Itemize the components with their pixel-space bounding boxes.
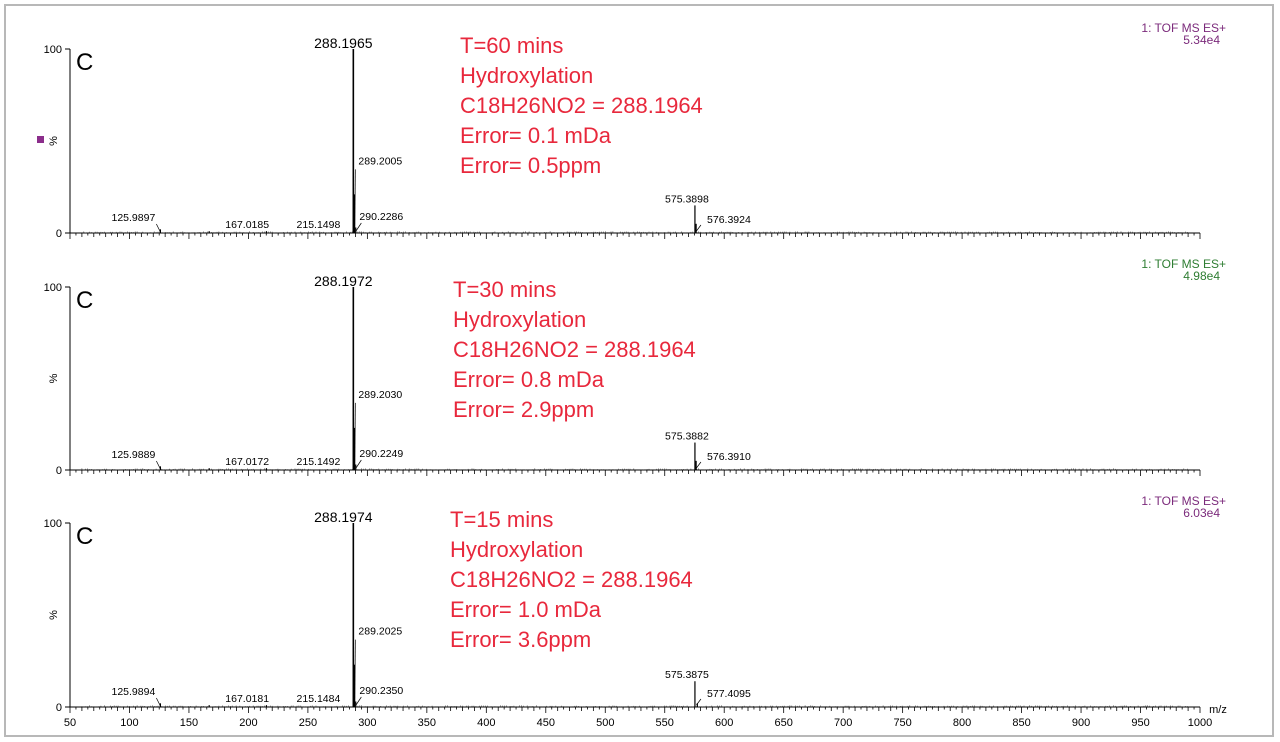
x-axis-label: m/z (1209, 704, 1227, 716)
x-tick-label: 750 (893, 717, 911, 729)
peak-label-major: 288.1974 (314, 509, 373, 525)
peak-label-major: 288.1965 (314, 35, 373, 51)
instrument-label: 1: TOF MS ES+ (1141, 494, 1226, 508)
x-tick-label: 150 (180, 717, 198, 729)
peak-label: 575.3882 (665, 431, 709, 443)
spectra-frame: 0 100% C 1: TOF MS ES+ 5.34e4 125.9897 167.018… (4, 4, 1274, 737)
peak-label: 575.3875 (665, 669, 709, 681)
x-tick-label: 650 (775, 717, 793, 729)
annotation-line: Error= 0.1 mDa (460, 123, 612, 148)
x-tick-label: 300 (358, 717, 376, 729)
label-leader (355, 696, 362, 707)
peak-label: 575.3898 (665, 193, 709, 205)
peak-label: 167.0185 (225, 219, 269, 231)
peak-label: 215.1492 (297, 456, 341, 468)
label-leader (696, 698, 702, 706)
peak-label: 576.3924 (707, 214, 751, 226)
x-tick-label: 100 (120, 717, 138, 729)
annotation-line: C18H26NO2 = 288.1964 (450, 567, 693, 592)
baseline-noise (81, 705, 1188, 707)
label-leader (156, 460, 161, 470)
peak-label: 215.1498 (297, 219, 341, 231)
peak-label: 167.0181 (225, 693, 269, 705)
intensity-label: 4.98e4 (1183, 269, 1220, 283)
y-tick-label: 100 (44, 518, 62, 530)
peak-label: 290.2249 (359, 448, 403, 460)
annotation-line: C18H26NO2 = 288.1964 (453, 337, 696, 362)
label-leader (156, 697, 161, 707)
instrument-label: 1: TOF MS ES+ (1141, 257, 1226, 271)
label-leader (355, 222, 362, 233)
panel-letter: C (76, 49, 93, 76)
y-tick-label: 100 (44, 44, 62, 56)
x-tick-label: 200 (239, 717, 257, 729)
annotation-line: Error= 1.0 mDa (450, 597, 602, 622)
peak-label: 125.9897 (111, 212, 155, 224)
x-tick-label: 500 (596, 717, 614, 729)
y-axis-label: % (48, 610, 60, 620)
x-tick-label: 600 (715, 717, 733, 729)
annotation-line: T=30 mins (453, 277, 556, 302)
intensity-label: 5.34e4 (1183, 33, 1220, 47)
y-tick-label: 0 (56, 702, 62, 714)
peak-label: 125.9894 (111, 686, 155, 698)
annotation-line: Error= 2.9ppm (453, 397, 594, 422)
panel-letter: C (76, 287, 93, 314)
peak-label: 290.2286 (359, 211, 403, 223)
x-tick-label: 400 (477, 717, 495, 729)
peak-label: 290.2350 (359, 685, 403, 697)
label-leader (696, 224, 702, 232)
peak-label-major: 288.1972 (314, 273, 373, 289)
x-tick-label: 350 (418, 717, 436, 729)
x-tick-label: 950 (1131, 717, 1149, 729)
annotation-line: C18H26NO2 = 288.1964 (460, 93, 703, 118)
peak-label: 289.2025 (358, 626, 402, 638)
annotation-line: Error= 0.8 mDa (453, 367, 605, 392)
peak-label: 167.0172 (225, 456, 269, 468)
y-axis-label: % (48, 373, 60, 383)
x-tick-label: 700 (834, 717, 852, 729)
x-tick-label: 50 (64, 717, 76, 729)
annotation-line: T=60 mins (460, 33, 563, 58)
label-leader (354, 639, 356, 706)
panel-letter: C (76, 523, 93, 550)
annotation-line: T=15 mins (450, 507, 553, 532)
x-tick-label: 450 (537, 717, 555, 729)
y-tick-label: 0 (56, 465, 62, 477)
annotation-line: Hydroxylation (460, 63, 593, 88)
intensity-label: 6.03e4 (1183, 506, 1220, 520)
peak-label: 577.4095 (707, 688, 751, 700)
y-tick-label: 100 (44, 282, 62, 294)
label-leader (354, 402, 356, 469)
marker-square-icon (37, 136, 44, 143)
x-tick-label: 1000 (1188, 717, 1212, 729)
label-leader (355, 459, 362, 470)
label-leader (354, 169, 356, 232)
x-tick-label: 550 (656, 717, 674, 729)
peak-label: 289.2030 (358, 389, 402, 401)
annotation-line: Hydroxylation (453, 307, 586, 332)
peak-label: 289.2005 (358, 155, 402, 167)
instrument-label: 1: TOF MS ES+ (1141, 21, 1226, 35)
label-leader (156, 223, 161, 233)
peak-label: 576.3910 (707, 451, 751, 463)
peak-label: 125.9889 (111, 449, 155, 461)
x-tick-label: 850 (1012, 717, 1030, 729)
x-tick-label: 900 (1072, 717, 1090, 729)
x-tick-label: 250 (299, 717, 317, 729)
peak-label: 215.1484 (297, 693, 341, 705)
annotation-line: Error= 3.6ppm (450, 627, 591, 652)
annotation-line: Error= 0.5ppm (460, 153, 601, 178)
y-tick-label: 0 (56, 228, 62, 240)
y-axis-label: % (48, 136, 60, 146)
label-leader (696, 461, 702, 469)
x-tick-label: 800 (953, 717, 971, 729)
annotation-line: Hydroxylation (450, 537, 583, 562)
